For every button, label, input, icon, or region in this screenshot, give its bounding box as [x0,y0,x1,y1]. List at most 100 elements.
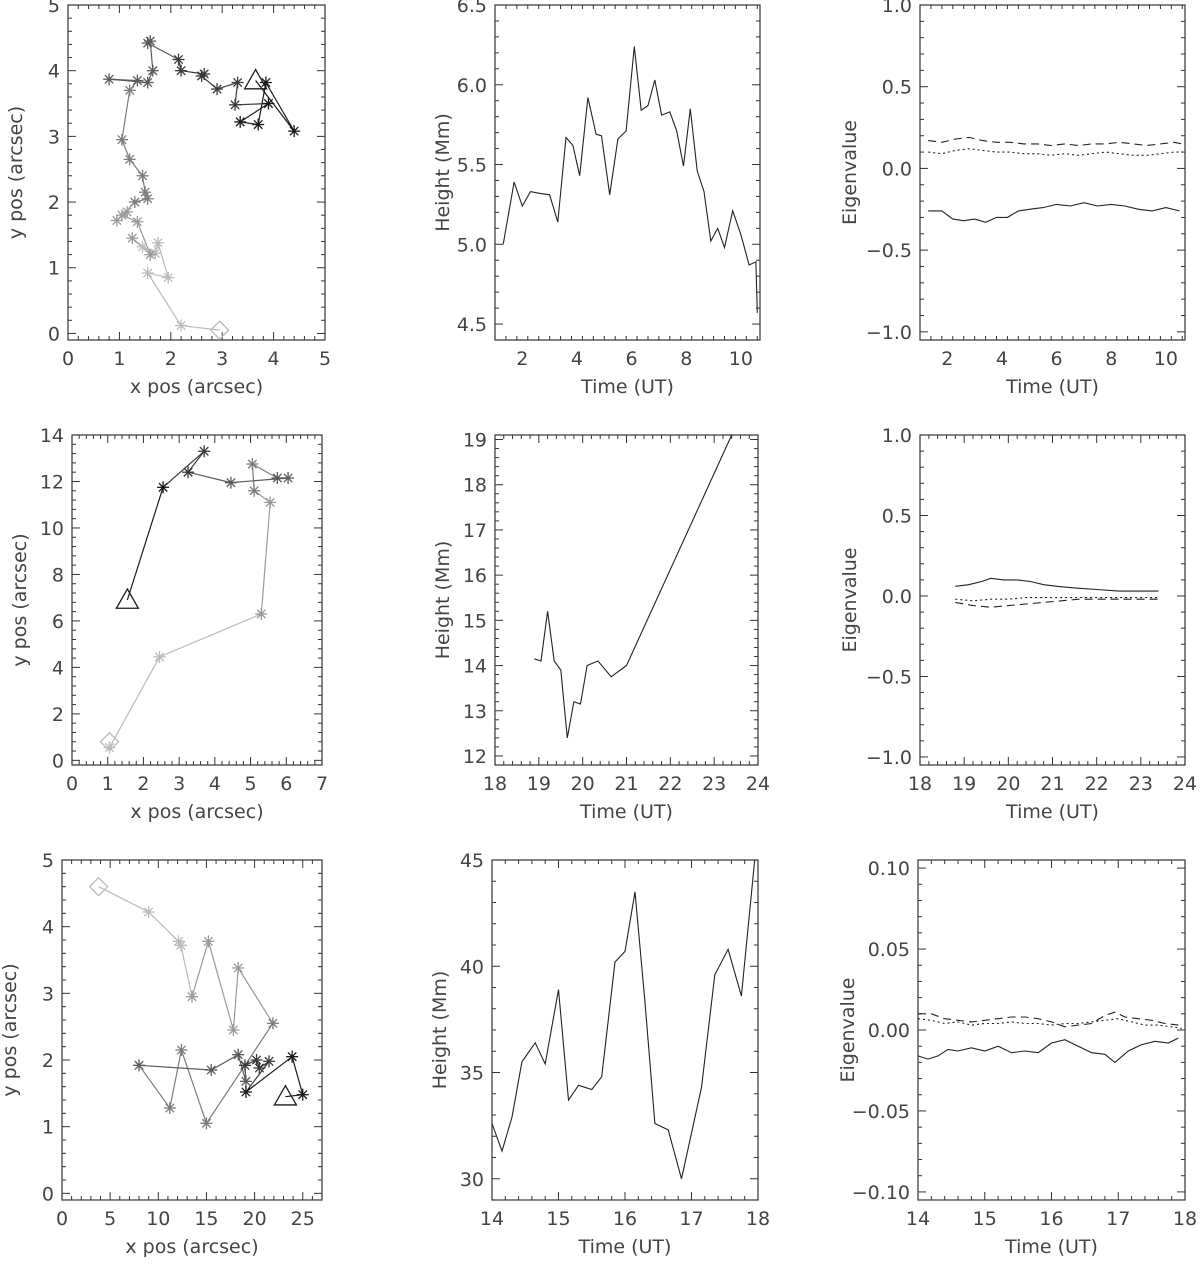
track-segment [126,487,164,601]
y-tick-label: 0 [52,750,64,772]
y-tick-label: −0.5 [866,240,912,262]
data-point-asterisk [172,53,185,66]
data-point-asterisk [133,1059,146,1072]
data-point-asterisk [205,1064,218,1076]
asterisk-stroke [261,77,271,88]
data-point-asterisk [264,496,277,509]
asterisk-stroke [254,1063,265,1073]
data-point-asterisk [282,471,295,484]
chart-panel-r2-height: 18 19 20 21 22 23 24 12 13 14 15 16 17 18 19 Time (UT) H… [432,430,770,823]
x-tick-label: 3 [173,773,185,795]
y-tick-label: 0.10 [868,858,910,880]
data-point-asterisk [227,1024,240,1036]
y-tick-label: 30 [460,1169,484,1191]
asterisk-stroke [212,84,222,94]
x-tick-label: 0 [62,348,74,370]
y-tick-label: 14 [463,656,487,678]
series-line-solid [928,202,1180,223]
plot-frame [61,859,323,1201]
x-tick-label: 2 [137,773,149,795]
x-tick-label: 15 [546,1208,570,1230]
x-tick-label: 4 [996,348,1008,370]
asterisk-stroke [203,936,214,946]
data-point-asterisk [128,196,141,209]
asterisk-stroke [122,207,132,217]
data-point-asterisk [239,1075,252,1088]
track-segment [157,242,169,278]
x-tick-label: 18 [746,1208,770,1230]
x-tick-label: 1 [102,773,114,795]
y-tick-label: 13 [463,701,487,723]
data-point-asterisk [288,125,301,138]
asterisk-stroke [132,75,143,86]
data-point-asterisk [175,64,188,77]
track-segment [191,941,209,997]
y-tick-label: 4.5 [457,314,487,336]
track-segment [162,450,205,488]
track-segment [136,221,151,255]
y-tick-label: 40 [460,956,484,978]
asterisk-stroke [130,197,140,207]
track-segment [265,82,295,132]
data-point-asterisk [174,939,187,952]
asterisk-stroke [158,482,168,492]
asterisk-stroke [154,652,165,662]
track-segment [180,1049,208,1124]
asterisk-stroke [253,119,263,130]
y-tick-label: 5 [42,850,54,872]
track-segment [138,1064,171,1109]
y-tick-label: −0.5 [866,666,912,688]
x-tick-label: 15 [973,1208,997,1230]
y-tick-label: 1 [42,1117,54,1139]
y-tick-label: 0.00 [868,1020,910,1042]
asterisk-stroke [125,154,135,165]
y-tick-label: −1.0 [866,322,912,344]
x-tick-label: 24 [746,773,770,795]
x-axis-title: Time (UT) [1004,1236,1098,1258]
chart-panel-r1-pos: 0 1 2 3 4 5 0 1 2 3 4 5 x pos (arcsec) y pos (arcsec) [5,0,331,398]
series-line-solid [917,1037,1179,1064]
asterisk-stroke [137,242,148,252]
data-point-asterisk [139,186,152,199]
data-point-asterisk [266,1017,279,1030]
track-segment [147,272,169,279]
series-line-dotted [917,1018,1182,1029]
data-point-asterisk [224,476,237,489]
y-tick-label: 15 [463,610,487,632]
asterisk-stroke [247,459,258,469]
data-point-asterisk [110,214,123,227]
start-diamond-marker [88,876,109,897]
data-point-asterisk [121,205,134,218]
series-line-dashed [918,1011,1179,1028]
asterisk-stroke [137,171,148,181]
y-axis-title: Height (Mm) [432,541,454,660]
x-tick-label: 10 [146,1208,170,1230]
x-tick-label: 10 [1154,348,1178,370]
asterisk-stroke [233,1050,243,1060]
asterisk-stroke [233,963,243,973]
x-tick-label: 5 [245,773,257,795]
track-segment [147,42,179,61]
track-segment [148,911,179,942]
track-segment [169,1049,182,1109]
asterisk-stroke [268,1018,278,1028]
track-segment [147,70,154,83]
asterisk-stroke [112,215,122,226]
y-tick-label: 12 [463,746,487,768]
asterisk-stroke [176,320,186,331]
data-point-asterisk [182,466,195,479]
asterisk-stroke [201,1118,212,1128]
data-point-asterisk [115,133,128,146]
data-point-asterisk [253,1062,266,1074]
asterisk-stroke [256,609,266,619]
data-point-asterisk [162,271,175,284]
asterisk-stroke [173,54,184,65]
track-segment [180,945,193,997]
asterisk-stroke [176,1045,187,1055]
track-segment [147,272,182,326]
track-segment [260,502,271,614]
asterisk-stroke [143,38,153,48]
series-line-height [534,434,733,738]
y-tick-label: 2 [42,1050,54,1072]
asterisk-stroke [283,473,293,483]
